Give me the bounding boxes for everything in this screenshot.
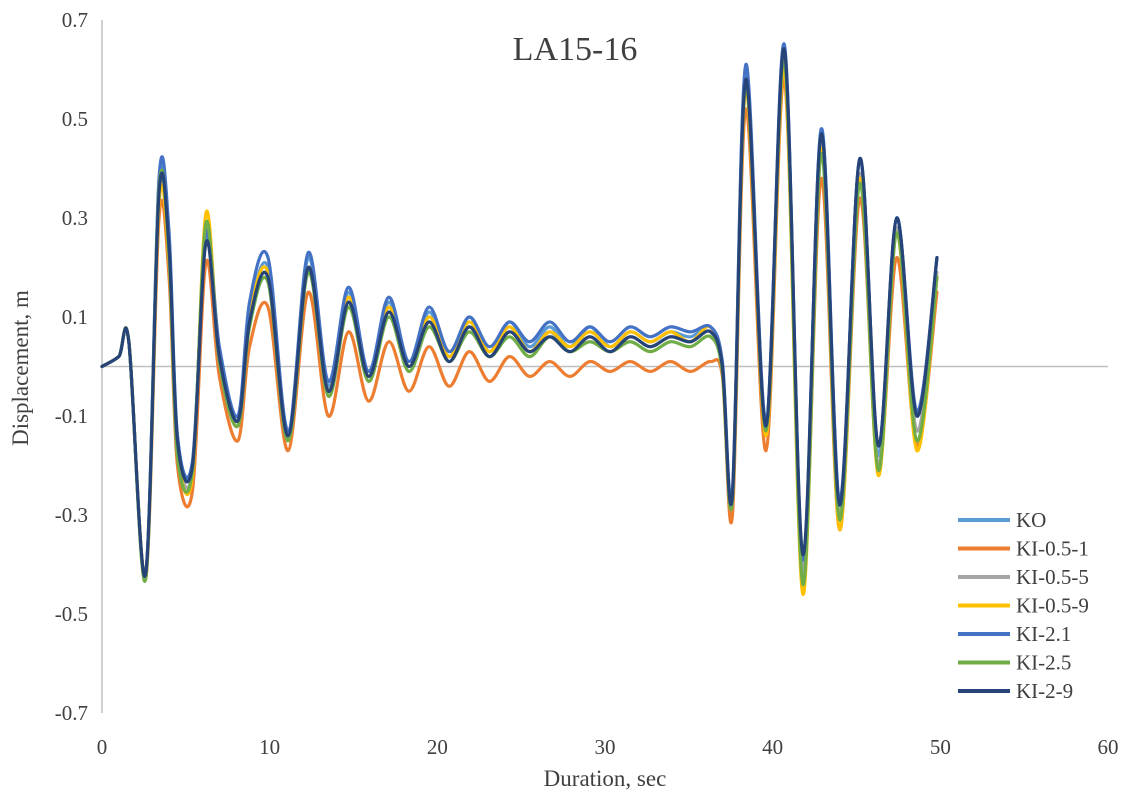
y-tick-label: 0.1 [62,305,88,329]
legend-item: KI-2-9 [958,679,1073,703]
legend: KO KI-0.5-1 KI-0.5-5 KI-0.5-9 KI-2.1 KI-2.5 KI… [958,508,1089,703]
chart-title: LA15-16 [513,31,638,68]
axes: -0.7 -0.5 -0.3 -0.1 0.1 0.3 0.5 0.7 0 10 20 30 40 50 6… [55,8,1119,759]
y-tick-label: 0.5 [62,107,88,131]
series-line-7 [100,47,939,578]
legend-item: KI-0.5-5 [958,565,1089,589]
legend-label: KI-2.1 [1016,622,1071,646]
x-tick-label: 50 [930,735,951,759]
y-tick-label: -0.7 [55,701,88,725]
legend-label: KI-2-9 [1016,679,1073,703]
x-tick-label: 20 [427,735,448,759]
y-tick-label: 0.3 [62,206,88,230]
legend-item: KI-2.1 [958,622,1071,646]
y-axis-title: Displacement, m [8,290,33,446]
x-tick-label: 40 [762,735,783,759]
legend-label: KI-0.5-1 [1016,537,1089,561]
x-tick-label: 30 [595,735,616,759]
series-lines [100,42,939,596]
y-tick-label: -0.5 [55,602,88,626]
y-tick-label: -0.1 [55,404,88,428]
legend-item: KI-0.5-1 [958,537,1089,561]
x-tick-label: 60 [1098,735,1119,759]
legend-item: KO [958,508,1046,532]
y-tick-label: -0.3 [55,503,88,527]
x-tick-label: 0 [97,735,108,759]
x-tick-label: 10 [259,735,280,759]
legend-label: KO [1016,508,1046,532]
x-axis-title: Duration, sec [544,766,667,791]
legend-item: KI-0.5-9 [958,594,1089,618]
y-tick-label: 0.7 [62,8,88,32]
legend-label: KI-2.5 [1016,651,1071,675]
legend-label: KI-0.5-9 [1016,594,1089,618]
legend-label: KI-0.5-5 [1016,565,1089,589]
legend-item: KI-2.5 [958,651,1071,675]
